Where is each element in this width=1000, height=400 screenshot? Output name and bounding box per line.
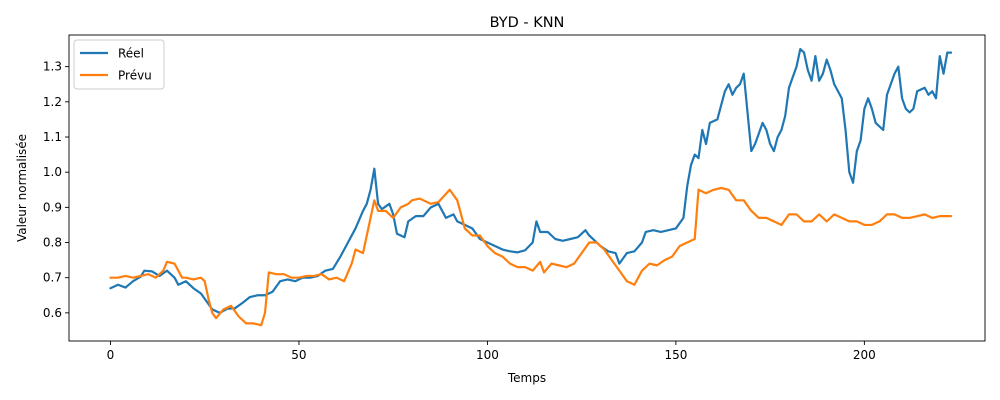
- series-lines: [109, 47, 953, 327]
- y-tick-label: 1.3: [43, 60, 62, 74]
- y-axis: 0.6 0.7 0.8 0.9 1.0 1.1 1.2 1.3: [43, 60, 69, 320]
- x-axis: 0 50 100 150 200: [107, 341, 876, 362]
- y-tick-label: 0.9: [43, 200, 62, 214]
- y-tick-label: 0.8: [43, 236, 62, 250]
- plot-area: [68, 34, 986, 342]
- plot-frame: [68, 34, 986, 342]
- legend-label-prevu: Prévu: [118, 69, 152, 83]
- series-line-prevu: [109, 186, 953, 327]
- plot-background: [69, 35, 985, 341]
- x-tick-label: 150: [664, 348, 687, 362]
- y-axis-title: Valeur normalisée: [15, 134, 29, 242]
- y-tick-label: 0.6: [43, 306, 62, 320]
- legend-label-reel: Réel: [118, 47, 144, 61]
- x-axis-title: Temps: [507, 371, 546, 385]
- y-tick-label: 1.2: [43, 95, 62, 109]
- series-line-reel: [109, 47, 953, 314]
- x-tick-label: 100: [476, 348, 499, 362]
- x-tick-label: 0: [107, 348, 115, 362]
- y-tick-label: 1.0: [43, 165, 62, 179]
- x-tick-label: 200: [853, 348, 876, 362]
- chart-title: BYD - KNN: [490, 15, 565, 31]
- y-tick-label: 1.1: [43, 130, 62, 144]
- legend: Réel Prévu: [73, 39, 165, 90]
- x-tick-label: 50: [291, 348, 306, 362]
- y-tick-label: 0.7: [43, 271, 62, 285]
